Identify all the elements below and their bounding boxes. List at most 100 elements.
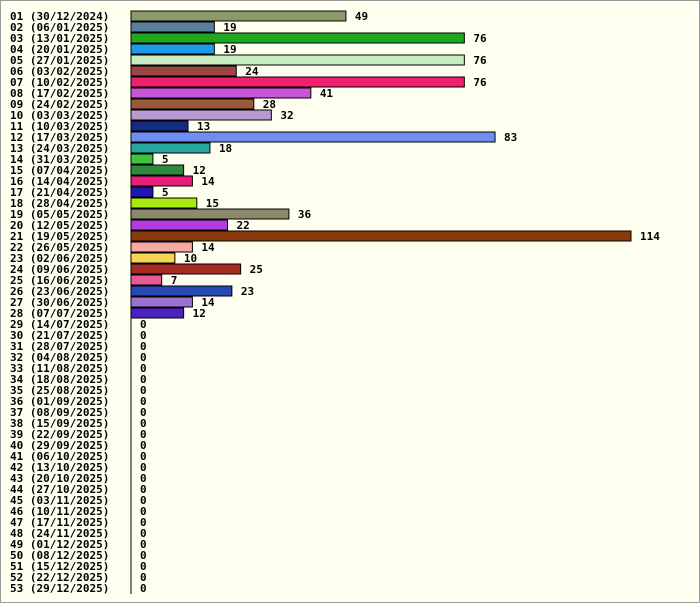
labels-layer: 01 (30/12/2024) 49 02 (06/01/2025) 19 03 (13…: [10, 10, 660, 595]
category-label: 39 (22/09/2025): [10, 428, 109, 441]
category-label: 06 (03/02/2025): [10, 65, 109, 78]
category-label: 17 (21/04/2025): [10, 186, 109, 199]
value-label: 0: [140, 428, 147, 441]
category-label: 07 (10/02/2025): [10, 76, 109, 89]
category-label: 32 (04/08/2025): [10, 351, 109, 364]
bar: [130, 131, 496, 143]
value-label: 0: [140, 340, 147, 353]
value-label: 0: [140, 582, 147, 595]
category-label: 23 (02/06/2025): [10, 252, 109, 265]
value-label: 41: [320, 87, 334, 100]
value-label: 18: [219, 142, 232, 155]
value-label: 0: [140, 549, 147, 562]
value-label: 28: [263, 98, 276, 111]
category-label: 09 (24/02/2025): [10, 98, 109, 111]
bar: [130, 21, 215, 33]
value-label: 0: [140, 560, 147, 573]
category-label: 22 (26/05/2025): [10, 241, 109, 254]
value-label: 0: [140, 395, 147, 408]
value-label: 32: [280, 109, 293, 122]
value-label: 0: [140, 384, 147, 397]
bar: [130, 230, 632, 242]
value-label: 0: [140, 461, 147, 474]
value-label: 36: [298, 208, 312, 221]
category-label: 11 (10/03/2025): [10, 120, 109, 133]
category-label: 19 (05/05/2025): [10, 208, 109, 221]
category-label: 31 (28/07/2025): [10, 340, 109, 353]
value-label: 76: [473, 76, 487, 89]
bar: [130, 241, 193, 253]
value-label: 0: [140, 527, 147, 540]
category-label: 44 (27/10/2025): [10, 483, 109, 496]
bar: [130, 87, 312, 99]
bar: [130, 285, 233, 297]
category-label: 30 (21/07/2025): [10, 329, 109, 342]
bar: [130, 219, 228, 231]
value-label: 0: [140, 472, 147, 485]
bar: [130, 76, 465, 88]
bars-layer: [130, 10, 632, 319]
value-label: 12: [193, 307, 206, 320]
category-label: 29 (14/07/2025): [10, 318, 109, 331]
bar: [130, 65, 237, 77]
bar: [130, 98, 255, 110]
value-label: 19: [223, 43, 236, 56]
value-label: 24: [245, 65, 259, 78]
value-label: 114: [640, 230, 660, 243]
category-label: 53 (29/12/2025): [10, 582, 109, 595]
category-label: 16 (14/04/2025): [10, 175, 109, 188]
value-label: 10: [184, 252, 197, 265]
category-label: 25 (16/06/2025): [10, 274, 109, 287]
bar: [130, 263, 242, 275]
value-label: 13: [197, 120, 210, 133]
value-label: 0: [140, 439, 147, 452]
category-label: 02 (06/01/2025): [10, 21, 109, 34]
value-label: 5: [162, 153, 169, 166]
value-label: 15: [206, 197, 219, 210]
bar: [130, 142, 211, 154]
bar: [130, 197, 198, 209]
value-label: 76: [473, 32, 487, 45]
category-label: 50 (08/12/2025): [10, 549, 109, 562]
value-label: 0: [140, 373, 147, 386]
category-label: 18 (28/04/2025): [10, 197, 109, 210]
category-label: 28 (07/07/2025): [10, 307, 109, 320]
value-label: 0: [140, 450, 147, 463]
category-label: 42 (13/10/2025): [10, 461, 109, 474]
value-label: 7: [171, 274, 178, 287]
bar: [130, 54, 465, 66]
category-label: 21 (19/05/2025): [10, 230, 109, 243]
bar: [130, 296, 193, 308]
value-label: 0: [140, 483, 147, 496]
value-label: 0: [140, 318, 147, 331]
category-label: 14 (31/03/2025): [10, 153, 109, 166]
category-label: 48 (24/11/2025): [10, 527, 109, 540]
value-label: 19: [223, 21, 236, 34]
value-label: 0: [140, 505, 147, 518]
value-label: 0: [140, 571, 147, 584]
category-label: 38 (15/09/2025): [10, 417, 109, 430]
value-label: 14: [201, 296, 215, 309]
category-label: 15 (07/04/2025): [10, 164, 109, 177]
category-label: 40 (29/09/2025): [10, 439, 109, 452]
value-label: 25: [250, 263, 263, 276]
category-label: 27 (30/06/2025): [10, 296, 109, 309]
value-label: 0: [140, 516, 147, 529]
category-label: 43 (20/10/2025): [10, 472, 109, 485]
category-label: 41 (06/10/2025): [10, 450, 109, 463]
category-label: 47 (17/11/2025): [10, 516, 109, 529]
category-label: 51 (15/12/2025): [10, 560, 109, 573]
category-label: 04 (20/01/2025): [10, 43, 109, 56]
category-label: 34 (18/08/2025): [10, 373, 109, 386]
category-label: 46 (10/11/2025): [10, 505, 109, 518]
bar: [130, 164, 185, 176]
category-label: 26 (23/06/2025): [10, 285, 109, 298]
value-label: 14: [201, 175, 215, 188]
bar: [130, 274, 163, 286]
bar: [130, 186, 154, 198]
value-label: 0: [140, 329, 147, 342]
value-label: 5: [162, 186, 169, 199]
value-label: 0: [140, 351, 147, 364]
category-label: 20 (12/05/2025): [10, 219, 109, 232]
